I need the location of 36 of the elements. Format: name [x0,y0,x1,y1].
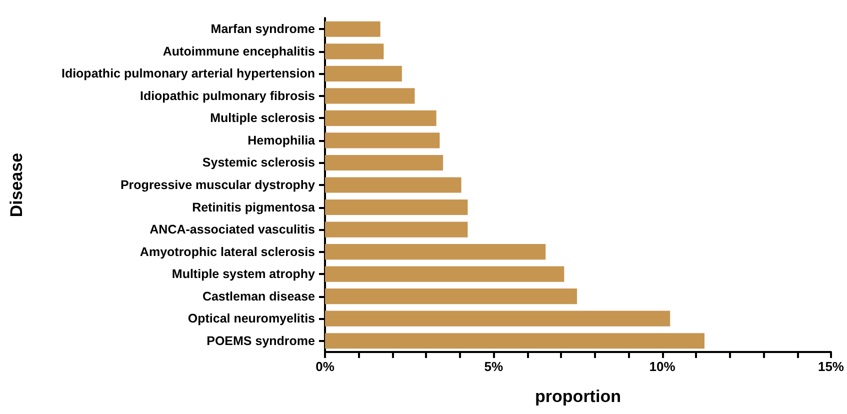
bar [325,177,462,193]
bar [325,333,704,349]
bar [325,21,380,37]
bar [325,132,440,148]
bar [325,154,444,171]
y-tick-label: Multiple sclerosis [210,111,316,126]
x-tick-label: 5% [484,359,504,374]
y-tick-label: Amyotrophic lateral sclerosis [140,244,316,259]
y-tick-label: ANCA-associated vasculitis [150,222,316,237]
bar [325,44,384,60]
bar [325,244,546,260]
y-tick-label: Idiopathic pulmonary fibrosis [140,88,316,103]
y-tick-label: Idiopathic pulmonary arterial hypertension [61,66,315,81]
y-tick-label: Progressive muscular dystrophy [120,178,316,192]
bar [325,199,468,216]
x-tick-label: 0% [316,359,335,374]
bar [325,266,564,282]
x-tick-label: 15% [818,359,844,374]
y-axis-title: Disease [7,152,26,218]
x-axis-title: proportion [535,387,621,406]
bar [325,66,402,82]
bar [325,288,577,304]
bar [325,310,670,326]
y-tick-label: Systemic sclerosis [202,156,316,170]
y-tick-label: Marfan syndrome [210,22,316,36]
x-tick-label: 10% [649,359,676,374]
bar [325,222,468,238]
y-tick-label: Multiple system atrophy [172,267,316,282]
y-tick-label: Castleman disease [202,289,316,304]
y-tick-label: Autoimmune encephalitis [162,44,316,58]
y-tick-label: POEMS syndrome [206,334,316,348]
y-tick-label: Optical neuromyelitis [188,312,316,326]
bar [325,88,415,104]
y-tick-label: Hemophilia [248,133,316,148]
bar [325,110,436,126]
y-tick-label: Retinitis pigmentosa [192,200,316,214]
